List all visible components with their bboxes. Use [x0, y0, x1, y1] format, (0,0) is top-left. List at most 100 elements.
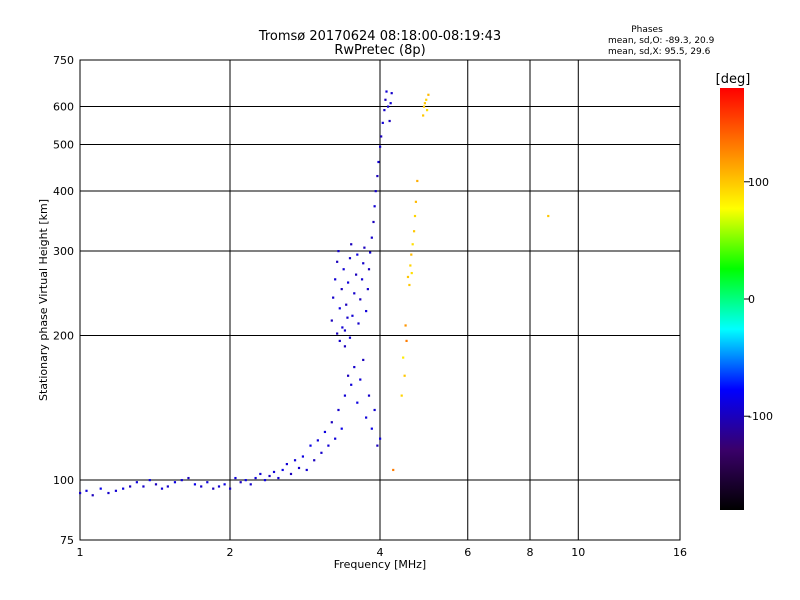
data-point — [277, 477, 279, 479]
data-point — [404, 375, 406, 377]
data-point — [377, 161, 379, 163]
data-point — [347, 375, 349, 377]
data-point — [391, 92, 393, 94]
data-point — [410, 254, 412, 256]
data-point — [122, 488, 124, 490]
data-point — [282, 469, 284, 471]
data-point — [336, 261, 338, 263]
colorbar-tick-label: 0 — [748, 293, 755, 306]
data-point — [234, 477, 236, 479]
data-point — [547, 215, 549, 217]
data-point — [224, 483, 226, 485]
data-point — [349, 257, 351, 259]
data-point — [392, 469, 394, 471]
data-point — [371, 237, 373, 239]
data-point — [385, 90, 387, 92]
data-point — [331, 319, 333, 321]
data-point — [383, 109, 385, 111]
data-point — [375, 190, 377, 192]
data-point — [344, 345, 346, 347]
data-point — [309, 445, 311, 447]
data-point — [362, 262, 364, 264]
data-point — [100, 488, 102, 490]
data-point — [194, 483, 196, 485]
data-point — [353, 366, 355, 368]
chart-title: Tromsø 20170624 08:18:00-08:19:43 — [258, 29, 501, 44]
data-point — [313, 459, 315, 461]
data-point — [345, 304, 347, 306]
data-points — [79, 90, 549, 496]
data-point — [268, 475, 270, 477]
data-point — [218, 485, 220, 487]
data-point — [167, 485, 169, 487]
colorbar-label: [deg] — [716, 72, 751, 87]
y-tick-label: 75 — [60, 534, 74, 547]
data-point — [187, 477, 189, 479]
data-point — [254, 477, 256, 479]
data-point — [341, 428, 343, 430]
data-point — [334, 278, 336, 280]
data-point — [408, 284, 410, 286]
data-point — [324, 431, 326, 433]
data-point — [356, 254, 358, 256]
data-point — [424, 102, 426, 104]
data-point — [264, 479, 266, 481]
data-point — [290, 473, 292, 475]
data-point — [286, 463, 288, 465]
data-point — [155, 483, 157, 485]
data-point — [344, 395, 346, 397]
data-point — [426, 109, 428, 111]
data-point — [367, 288, 369, 290]
x-tick-label: 1 — [77, 546, 84, 559]
data-point — [376, 175, 378, 177]
data-point — [372, 221, 374, 223]
data-point — [79, 492, 81, 494]
data-point — [181, 479, 183, 481]
data-point — [343, 268, 345, 270]
data-point — [379, 146, 381, 148]
data-point — [415, 201, 417, 203]
data-point — [423, 106, 425, 108]
data-point — [240, 481, 242, 483]
data-point — [353, 292, 355, 294]
y-axis-label: Stationary phase Virtual Height [km] — [37, 199, 50, 401]
data-point — [250, 483, 252, 485]
data-point — [142, 485, 144, 487]
data-point — [339, 307, 341, 309]
data-point — [334, 438, 336, 440]
data-point — [427, 94, 429, 96]
data-point — [320, 452, 322, 454]
data-point — [359, 378, 361, 380]
y-tick-label: 750 — [53, 54, 74, 67]
data-point — [337, 409, 339, 411]
data-point — [273, 471, 275, 473]
data-point — [327, 445, 329, 447]
data-point — [368, 268, 370, 270]
x-tick-label: 6 — [464, 546, 471, 559]
data-point — [346, 317, 348, 319]
colorbar-ticks: 100 0 -100 — [744, 176, 773, 423]
data-point — [332, 297, 334, 299]
data-point — [402, 356, 404, 358]
data-point — [382, 122, 384, 124]
data-point — [389, 120, 391, 122]
data-point — [365, 310, 367, 312]
data-point — [422, 114, 424, 116]
colorbar-tick-label: -100 — [748, 410, 773, 423]
data-point — [380, 135, 382, 137]
data-point — [365, 416, 367, 418]
data-point — [115, 490, 117, 492]
data-point — [376, 445, 378, 447]
data-point — [401, 395, 403, 397]
data-point — [416, 180, 418, 182]
data-point — [331, 421, 333, 423]
data-point — [298, 467, 300, 469]
data-point — [384, 99, 386, 101]
y-axis-ticks: 75100200300400500600750 — [53, 54, 74, 547]
data-point — [259, 473, 261, 475]
data-point — [368, 395, 370, 397]
data-point — [337, 250, 339, 252]
data-point — [371, 428, 373, 430]
data-point — [129, 485, 131, 487]
